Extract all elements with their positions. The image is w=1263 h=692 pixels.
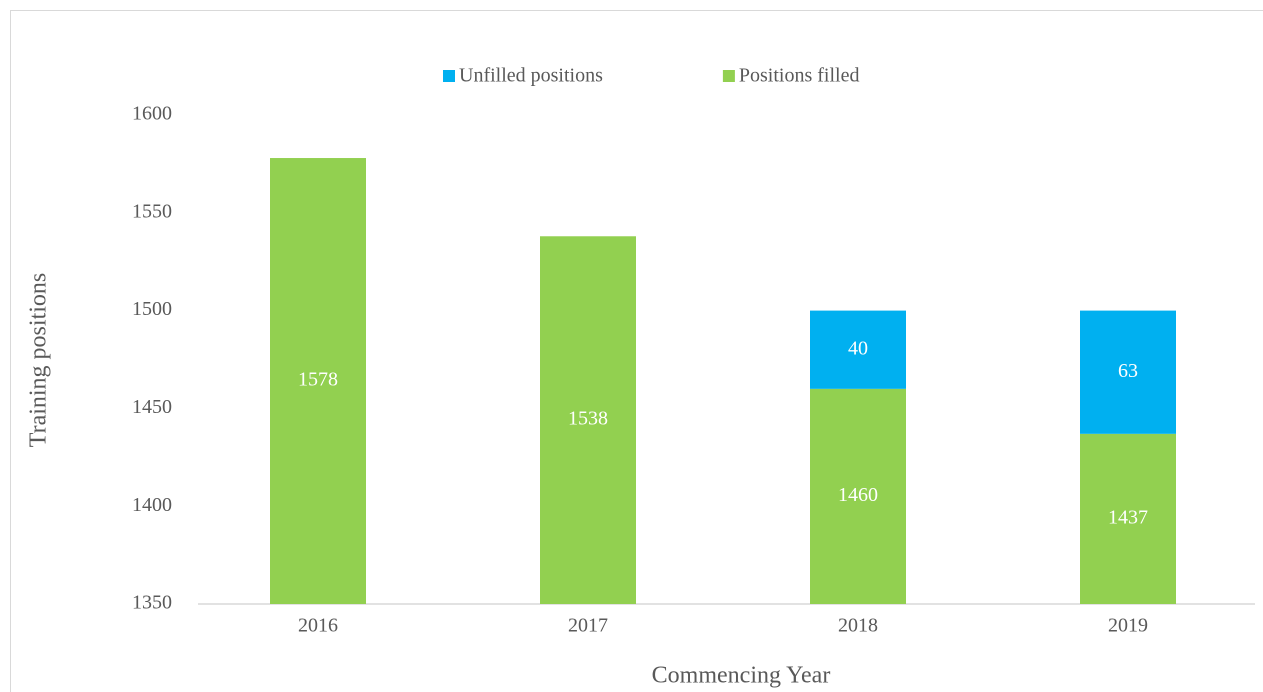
data-label: 1437 [1108,507,1148,529]
y-tick-label: 1550 [132,200,172,222]
y-tick-label: 1350 [132,592,172,614]
bar-segment [1080,310,1176,434]
x-tick-label: 2017 [568,615,608,637]
y-tick-label: 1600 [132,103,172,125]
y-axis-title: Training positions [26,273,52,447]
data-label: 1578 [298,369,338,391]
x-tick-label: 2019 [1108,615,1148,637]
data-label: 63 [1118,360,1138,382]
y-tick-label: 1450 [132,396,172,418]
chart-border [10,10,1263,692]
legend-swatch [722,70,735,82]
legend-label: Unfilled positions [459,65,603,87]
bar-segment [540,236,636,604]
bar-segment [810,310,906,389]
y-tick-label: 1500 [132,298,172,320]
bar-segment [810,388,906,604]
bar-segment [270,158,366,605]
x-tick-label: 2018 [838,615,878,637]
bar-segment [1080,433,1176,604]
x-tick-label: 2016 [298,615,338,637]
y-tick-label: 1400 [132,494,172,516]
legend-swatch [443,70,455,82]
x-axis-title: Commencing Year [652,663,831,689]
data-label: 1460 [838,484,878,506]
data-label: 1538 [568,408,608,430]
data-label: 40 [848,337,868,359]
legend-label: Positions filled [739,65,860,87]
